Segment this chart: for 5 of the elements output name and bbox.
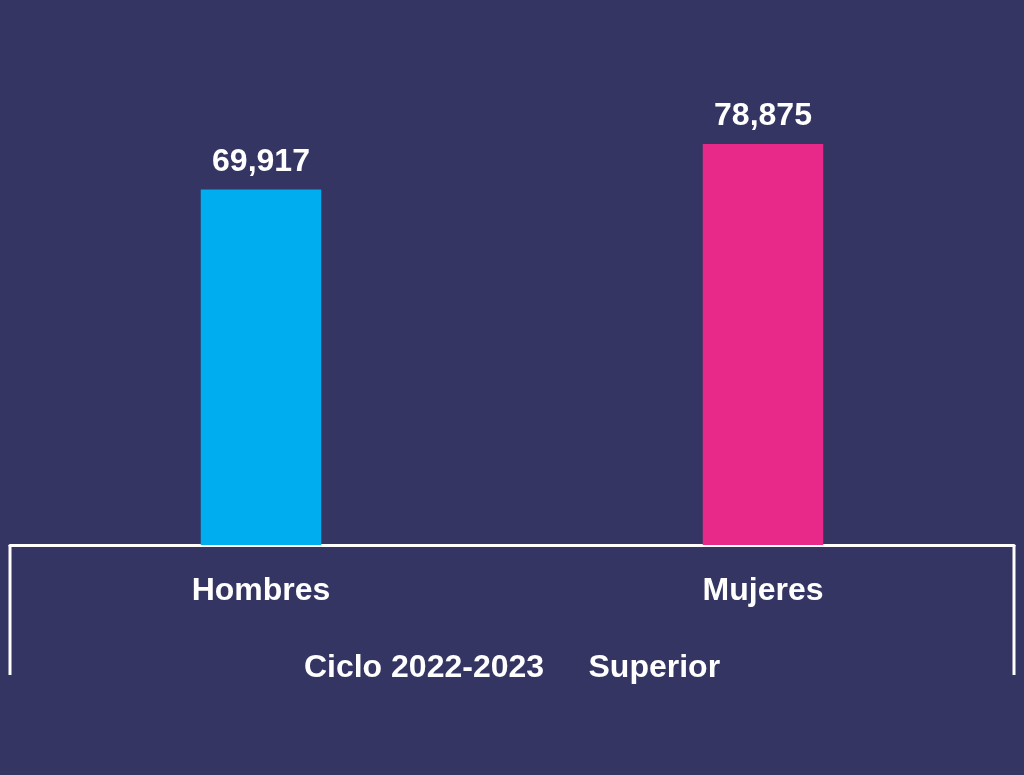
x-tick-label: Mujeres [702, 571, 824, 607]
data-label: 78,875 [714, 96, 812, 132]
x-axis-title: Ciclo 2022-2023 Superior [303, 648, 721, 684]
data-label: 69,917 [212, 141, 310, 178]
x-tick-label: Hombres [191, 571, 331, 607]
